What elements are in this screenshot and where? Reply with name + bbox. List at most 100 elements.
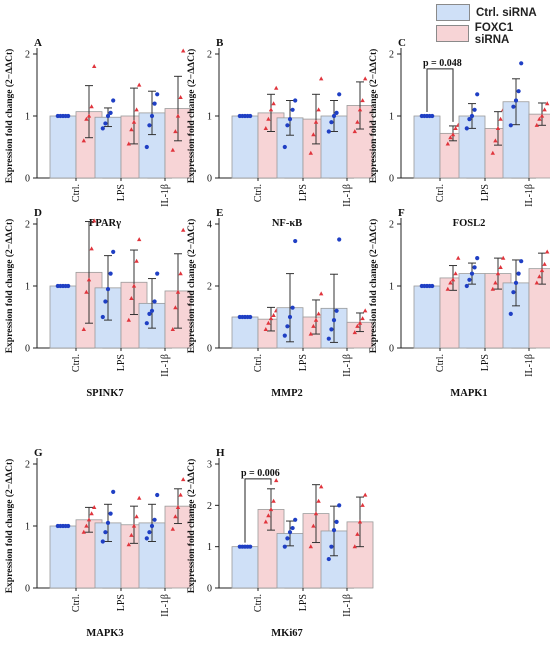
data-point-ctrl [519, 61, 524, 66]
data-point-foxc1 [490, 150, 495, 155]
data-point-foxc1 [137, 82, 142, 87]
legend-swatch-ctrl [436, 4, 470, 21]
data-point-ctrl [111, 249, 116, 254]
x-tick-label: IL-1β [342, 184, 353, 207]
data-point-foxc1 [81, 327, 86, 331]
data-point-ctrl [331, 528, 337, 533]
data-point-foxc1 [92, 505, 97, 509]
data-point-ctrl [337, 503, 342, 508]
data-point-ctrl [285, 536, 290, 541]
panel-g: G Expression fold change (2−ΔΔCt) 0 1 2 Ctrl.… [4, 447, 192, 639]
data-point-ctrl [105, 287, 111, 292]
data-point-foxc1 [360, 502, 365, 507]
data-point-ctrl [293, 98, 298, 103]
data-point-ctrl [475, 256, 480, 261]
data-point-ctrl [248, 113, 253, 119]
y-tick-label: 1 [25, 522, 30, 533]
x-tick-label: Ctrl. [253, 184, 264, 202]
data-point-ctrl [111, 98, 116, 103]
data-point-ctrl [108, 271, 113, 276]
data-point-foxc1 [178, 95, 183, 99]
data-point-foxc1 [137, 495, 142, 500]
data-point-foxc1 [319, 76, 324, 81]
data-point-ctrl [285, 123, 290, 128]
data-point-foxc1 [92, 218, 97, 223]
data-point-foxc1 [84, 523, 89, 528]
data-point-ctrl [144, 144, 149, 150]
data-point-ctrl [152, 299, 157, 304]
data-point-ctrl [149, 308, 155, 313]
x-tick-label: LPS [298, 354, 309, 371]
x-tick-label: LPS [116, 594, 127, 611]
data-point-ctrl [334, 110, 339, 115]
data-point-ctrl [147, 311, 152, 316]
panel-title: FOSL2 [453, 218, 486, 229]
data-point-foxc1 [170, 526, 175, 531]
y-tick-label: 4 [207, 220, 212, 231]
data-point-ctrl [66, 523, 71, 529]
data-point-foxc1 [498, 265, 503, 269]
panel-title: PPARγ [89, 218, 121, 229]
data-point-ctrl [290, 107, 295, 112]
y-tick-label: 2 [25, 460, 30, 471]
data-point-foxc1 [181, 477, 186, 482]
data-point-ctrl [105, 520, 111, 526]
data-point-foxc1 [129, 532, 134, 537]
data-point-foxc1 [178, 492, 183, 497]
data-point-foxc1 [173, 514, 178, 519]
data-point-foxc1 [268, 507, 274, 512]
panel-b: B Expression fold change (2−ΔΔCt) 0 1 2 Ctrl.… [186, 37, 374, 229]
data-point-foxc1 [363, 492, 368, 497]
significance-bracket [426, 68, 454, 122]
data-point-foxc1 [355, 531, 360, 536]
p-value-label: p = 0.048 [423, 58, 462, 69]
data-point-foxc1 [319, 291, 324, 296]
panel-letter: D [34, 207, 42, 219]
data-point-ctrl [475, 92, 480, 97]
data-point-ctrl [467, 277, 472, 282]
panel-letter: F [398, 207, 405, 219]
data-point-ctrl [326, 336, 331, 341]
y-axis-label: Expression fold change (2−ΔΔCt) [4, 459, 15, 594]
data-point-foxc1 [89, 511, 94, 516]
data-point-ctrl [100, 539, 105, 544]
data-point-ctrl [293, 238, 298, 244]
data-point-foxc1 [542, 261, 547, 266]
bar-ctrl-1 [94, 116, 122, 179]
data-point-foxc1 [271, 101, 276, 106]
bar-ctrl-0 [413, 115, 441, 179]
data-point-foxc1 [274, 478, 279, 483]
data-point-foxc1 [175, 289, 181, 294]
panel-letter: A [34, 37, 42, 49]
y-tick-label: 0 [25, 174, 30, 185]
data-point-foxc1 [181, 227, 186, 232]
legend-item-foxc1: FOXC1 siRNA [436, 22, 548, 46]
data-point-foxc1 [450, 132, 456, 137]
panel-letter: C [398, 37, 406, 49]
data-point-ctrl [334, 308, 339, 313]
data-point-foxc1 [84, 116, 89, 121]
data-point-foxc1 [498, 116, 503, 121]
y-tick-label: 2 [207, 282, 212, 293]
bar-foxc1-2 [528, 113, 550, 179]
x-tick-label: Ctrl. [435, 184, 446, 202]
data-point-ctrl [287, 314, 293, 320]
data-point-foxc1 [271, 498, 276, 503]
data-point-ctrl [516, 89, 521, 94]
data-point-ctrl [144, 536, 149, 541]
data-point-ctrl [147, 123, 152, 128]
data-point-ctrl [155, 492, 160, 498]
x-tick-label: IL-1β [524, 354, 535, 377]
data-point-foxc1 [316, 498, 321, 503]
x-tick-label: LPS [116, 184, 127, 201]
data-point-ctrl [329, 120, 334, 125]
data-point-foxc1 [545, 101, 550, 106]
data-point-foxc1 [363, 76, 368, 81]
data-point-ctrl [287, 530, 293, 535]
legend-item-ctrl: Ctrl. siRNA [436, 2, 548, 23]
data-point-foxc1 [308, 150, 313, 155]
data-point-foxc1 [86, 113, 92, 118]
data-point-foxc1 [313, 317, 319, 322]
data-point-foxc1 [173, 129, 178, 134]
panel-title: SPINK7 [86, 388, 123, 399]
